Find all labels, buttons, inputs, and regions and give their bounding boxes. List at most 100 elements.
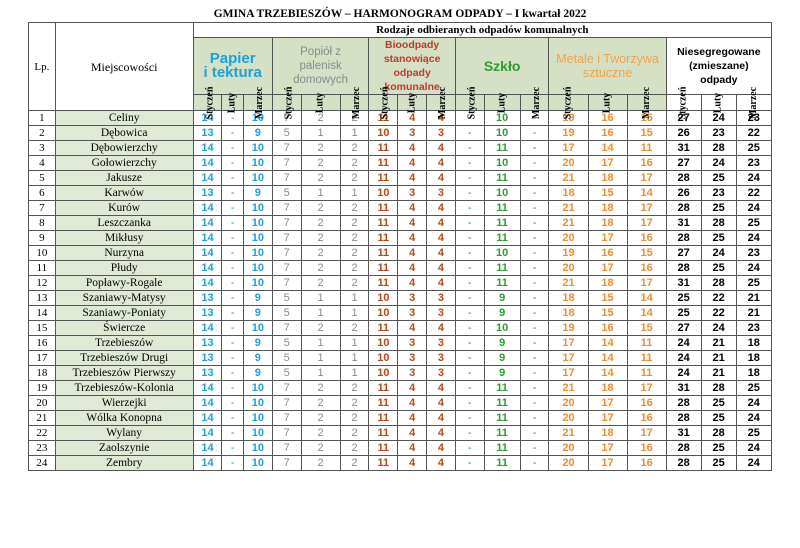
date-cell-paper: 14 (192, 200, 223, 216)
date-cell-metal: 11 (626, 365, 667, 381)
date-cell-bio: 11 (368, 215, 399, 231)
date-cell-ash: 7 (271, 200, 302, 216)
date-cell-ash: 1 (339, 185, 370, 201)
date-cell-glass: 11 (483, 215, 521, 231)
date-cell-paper: - (221, 200, 244, 216)
date-cell-glass: - (519, 215, 550, 231)
month-label: Marzec (747, 86, 759, 120)
month-label: Marzec (437, 86, 449, 120)
date-cell-mixed: 23 (735, 320, 773, 336)
row-number: 10 (28, 245, 56, 261)
date-cell-glass: - (519, 440, 550, 456)
date-cell-mixed: 28 (665, 260, 702, 276)
table-row: 12 Popławy-Rogale 14-10 7 2 2 11 4 4-11-21 18 17 31… (28, 275, 773, 291)
date-cell-metal: 17 (587, 395, 628, 411)
location-name: Trzebieszów (54, 335, 194, 351)
month-header-mixed: Styczeń (665, 87, 702, 119)
date-cell-bio: 4 (426, 215, 456, 231)
date-cell-paper: - (221, 125, 244, 141)
date-cell-paper: 9 (242, 365, 273, 381)
date-cell-glass: 11 (483, 230, 521, 246)
date-cell-mixed: 23 (735, 245, 773, 261)
date-cell-bio: 10 (368, 365, 399, 381)
category-header-paper: Papier i tektura (192, 37, 273, 95)
date-cell-glass: - (454, 215, 485, 231)
date-cell-mixed: 25 (735, 215, 773, 231)
date-cell-mixed: 28 (665, 230, 702, 246)
date-cell-glass: - (454, 440, 485, 456)
date-cell-bio: 4 (426, 320, 456, 336)
date-cell-paper: - (221, 215, 244, 231)
date-cell-glass: 9 (483, 305, 521, 321)
category-label-line: domowych (293, 74, 349, 86)
date-cell-metal: 14 (587, 350, 628, 366)
date-cell-glass: - (519, 170, 550, 186)
month-header-bio: Styczeń (368, 87, 399, 119)
date-cell-metal: 19 (548, 125, 589, 141)
date-cell-ash: 1 (339, 305, 370, 321)
location-name: Trzebieszów-Kolonia (54, 380, 194, 396)
row-number: 21 (28, 410, 56, 426)
date-cell-mixed: 31 (665, 380, 702, 396)
date-cell-ash: 2 (300, 320, 341, 336)
date-cell-bio: 3 (397, 185, 428, 201)
date-cell-ash: 2 (339, 395, 370, 411)
location-name: Dębowierzchy (54, 140, 194, 156)
date-cell-mixed: 27 (665, 320, 702, 336)
date-cell-ash: 2 (300, 260, 341, 276)
location-name: Mikłusy (54, 230, 194, 246)
row-number: 12 (28, 275, 56, 291)
date-cell-bio: 11 (368, 425, 399, 441)
date-cell-bio: 4 (397, 170, 428, 186)
date-cell-bio: 4 (397, 440, 428, 456)
date-cell-mixed: 24 (735, 455, 773, 471)
month-label: Styczeń (283, 86, 295, 120)
date-cell-metal: 17 (587, 260, 628, 276)
row-number: 16 (28, 335, 56, 351)
date-cell-mixed: 24 (665, 365, 702, 381)
date-cell-paper: 10 (242, 170, 273, 186)
date-cell-mixed: 25 (735, 425, 773, 441)
month-label: Marzec (254, 86, 266, 120)
date-cell-bio: 3 (426, 350, 456, 366)
date-cell-mixed: 28 (665, 395, 702, 411)
date-cell-mixed: 18 (735, 350, 773, 366)
table-row: 16 Trzebieszów 13-9 5 1 1 10 3 3-9-17 14 11 24 21 18 (28, 335, 773, 351)
row-number: 4 (28, 155, 56, 171)
date-cell-mixed: 28 (665, 200, 702, 216)
date-cell-glass: - (519, 305, 550, 321)
date-cell-bio: 3 (397, 365, 428, 381)
date-cell-mixed: 24 (735, 440, 773, 456)
date-cell-ash: 2 (300, 440, 341, 456)
date-cell-metal: 11 (626, 335, 667, 351)
date-cell-paper: 9 (242, 305, 273, 321)
date-cell-metal: 17 (626, 200, 667, 216)
date-cell-ash: 2 (339, 260, 370, 276)
date-cell-glass: 10 (483, 245, 521, 261)
date-cell-bio: 4 (426, 245, 456, 261)
date-cell-bio: 11 (368, 260, 399, 276)
date-cell-bio: 4 (426, 425, 456, 441)
month-label: Luty (406, 92, 418, 114)
date-cell-paper: 14 (192, 455, 223, 471)
date-cell-bio: 11 (368, 275, 399, 291)
date-cell-glass: - (454, 275, 485, 291)
date-cell-ash: 1 (300, 335, 341, 351)
date-cell-metal: 16 (587, 245, 628, 261)
date-cell-glass: 11 (483, 275, 521, 291)
date-cell-bio: 4 (397, 140, 428, 156)
date-cell-ash: 2 (300, 455, 341, 471)
row-number: 17 (28, 350, 56, 366)
date-cell-glass: 11 (483, 440, 521, 456)
date-cell-bio: 3 (426, 185, 456, 201)
month-label: Luty (314, 92, 326, 114)
table-row: 13 Szaniawy-Matysy 13-9 5 1 1 10 3 3-9-18 15 14 25 2… (28, 290, 773, 306)
date-cell-metal: 17 (587, 455, 628, 471)
date-cell-mixed: 28 (700, 140, 737, 156)
date-cell-paper: 9 (242, 350, 273, 366)
category-label-line: Bioodpady (385, 39, 440, 51)
date-cell-paper: 13 (192, 335, 223, 351)
table-row: 5 Jakusze 14-10 7 2 2 11 4 4-11-21 18 17 28 25 24 (28, 170, 773, 186)
date-cell-paper: - (221, 305, 244, 321)
date-cell-mixed: 25 (735, 380, 773, 396)
